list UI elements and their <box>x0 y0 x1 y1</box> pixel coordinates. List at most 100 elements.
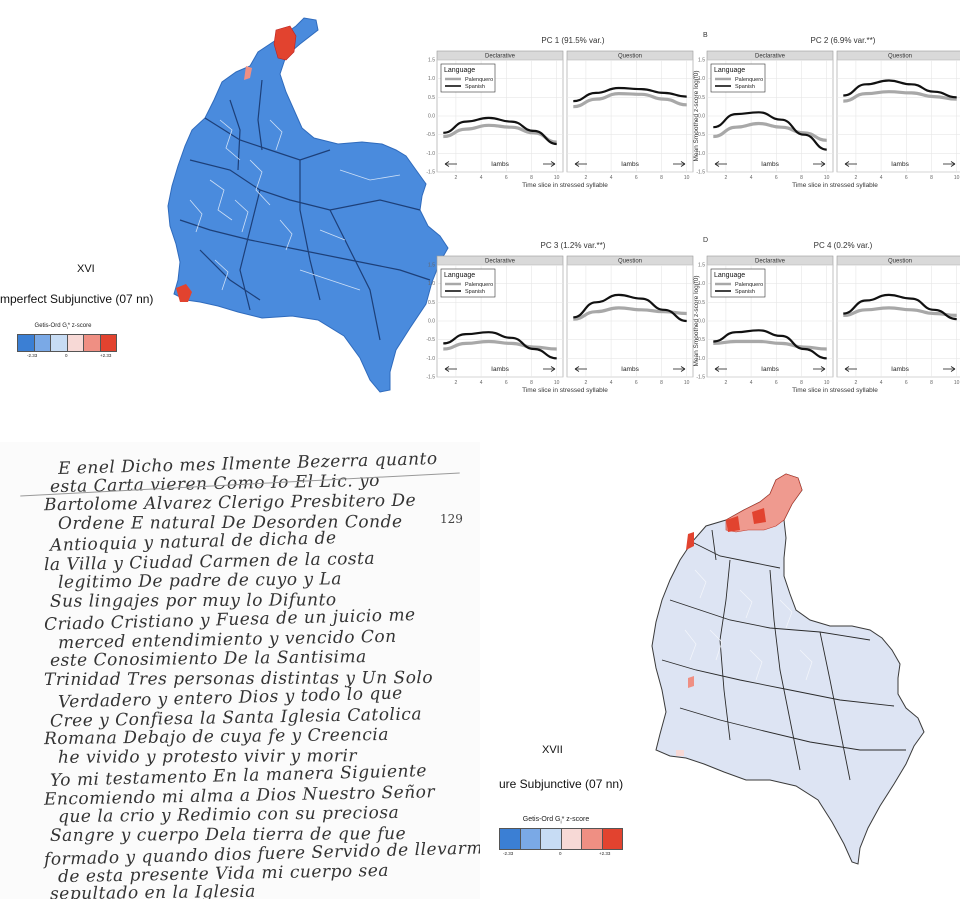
series-line-spanish <box>573 293 687 323</box>
legend-swatch <box>18 335 34 352</box>
iambs-annotation: Iambs <box>491 161 509 168</box>
x-axis-label: Time slice in stressed syllable <box>792 387 878 394</box>
x-tick-label: 6 <box>905 380 908 386</box>
arrow-right-head-icon <box>550 161 556 167</box>
pca-charts-svg: PC 1 (91.5% var.) Declarative -1.5 -1.0 -0.5… <box>426 32 960 394</box>
x-axis-label: Time slice in stressed syllable <box>522 182 608 189</box>
x-tick-label: 8 <box>930 175 933 181</box>
iambs-annotation: Iambs <box>491 366 509 373</box>
x-tick-label: 10 <box>954 380 960 386</box>
legend-item: Spanish <box>735 289 755 295</box>
series-line-spanish <box>843 293 957 321</box>
legend-swatch <box>66 335 83 352</box>
series-line-palenquero <box>573 91 687 109</box>
map-left-internal-borders <box>179 79 431 341</box>
legend-item: Palenquero <box>735 77 763 83</box>
y-tick-label: -1.5 <box>426 170 435 176</box>
legend-swatch <box>33 335 50 352</box>
arrow-left-head-icon <box>844 366 850 372</box>
x-tick-label: 8 <box>660 175 663 181</box>
y-tick-label: 0.0 <box>698 319 705 325</box>
arrow-right-head-icon <box>950 366 956 372</box>
y-axis-label: Mean Smoothed z-score log(f0) <box>693 275 700 366</box>
chart-pc3: PC 3 (1.2% var.**) Declarative -1.5 -1.0 -0.… <box>426 241 694 394</box>
y-tick-label: 0.5 <box>698 95 705 101</box>
legend-tick-high: +2.33 <box>100 353 112 359</box>
map-right-legend-ticks: -2.33 0 +2.33 <box>499 850 623 858</box>
x-tick-label: 6 <box>635 175 638 181</box>
arrow-right-head-icon <box>550 366 556 372</box>
y-tick-label: 1.0 <box>428 281 435 287</box>
map-right-hotspot-south <box>676 750 684 756</box>
y-tick-label: 1.5 <box>428 58 435 64</box>
x-tick-label: 2 <box>585 380 588 386</box>
x-tick-label: 4 <box>610 175 613 181</box>
manuscript-panel: E enel Dicho mes Ilmente Bezerra quanto e… <box>0 442 480 899</box>
chart-pc2: PC 2 (6.9% var.**) B Declarative -1.5 -1.0 -0… <box>693 32 960 189</box>
map-right-legend-swatches <box>499 828 623 851</box>
map-right-legend: Getis-Ord Gi* z-score -2.33 0 +2.33 <box>499 816 623 858</box>
legend-swatch <box>581 829 602 850</box>
arrow-left-head-icon <box>714 161 720 167</box>
y-tick-label: -1.0 <box>426 356 435 362</box>
chart-title: PC 2 (6.9% var.**) <box>811 36 876 45</box>
series-line-spanish <box>713 111 827 151</box>
legend-item: Spanish <box>465 289 485 295</box>
legend-item: Palenquero <box>465 282 493 288</box>
series-line-palenquero <box>713 121 827 142</box>
x-tick-label: 10 <box>554 175 560 181</box>
map-right-legend-title: Getis-Ord Gi* z-score <box>522 816 590 826</box>
map-left-hotspot-northwest <box>244 66 252 80</box>
map-right-hotspot-north <box>725 473 803 533</box>
map-left-panel: XVI mperfect Subjunctive (07 nn) Getis-O… <box>0 0 460 420</box>
legend-swatch <box>99 335 116 352</box>
y-axis-label: Mean Smoothed z-score log(f0) <box>693 70 700 161</box>
arrow-right-head-icon <box>950 161 956 167</box>
legend-title: Language <box>714 67 745 74</box>
legend-swatch <box>50 335 67 352</box>
x-tick-label: 4 <box>610 380 613 386</box>
chart-title: PC 1 (91.5% var.) <box>541 36 604 45</box>
x-tick-label: 10 <box>824 380 830 386</box>
series-line-spanish <box>843 79 957 99</box>
facet-label: Question <box>618 54 642 60</box>
y-tick-label: -0.5 <box>696 337 705 343</box>
legend-item: Palenquero <box>465 77 493 83</box>
legend-swatch <box>540 829 561 850</box>
y-tick-label: 1.0 <box>428 76 435 82</box>
arrow-right-head-icon <box>680 366 686 372</box>
facet-label: Question <box>888 259 912 265</box>
y-tick-label: 1.5 <box>698 58 705 64</box>
facet-label: Declarative <box>755 259 786 265</box>
series-line-palenquero <box>713 339 827 351</box>
iambs-annotation: Iambs <box>761 366 779 373</box>
legend-tick-low: -2.33 <box>503 851 514 857</box>
charts-panel: PC 1 (91.5% var.) Declarative -1.5 -1.0 -0.5… <box>425 30 960 440</box>
iambs-annotation: Iambs <box>621 366 639 373</box>
map-left-legend-swatches <box>17 334 117 353</box>
map-right-svg: XVII <box>542 473 925 865</box>
iambs-annotation: Iambs <box>891 366 909 373</box>
series-line-spanish <box>443 116 557 146</box>
iambs-annotation: Iambs <box>891 161 909 168</box>
x-tick-label: 2 <box>455 380 458 386</box>
x-tick-label: 6 <box>635 380 638 386</box>
y-tick-label: -1.0 <box>696 356 705 362</box>
legend-title: Language <box>444 272 475 279</box>
map-left-hotspot-south <box>176 284 192 302</box>
map-left-legend-ticks: -2.33 0 +2.33 <box>17 352 117 360</box>
chart-letter: B <box>703 32 708 39</box>
legend-title: Language <box>714 272 745 279</box>
legend-item: Spanish <box>465 84 485 90</box>
x-tick-label: 8 <box>530 380 533 386</box>
facet-label: Declarative <box>485 54 516 60</box>
y-tick-label: -0.5 <box>696 132 705 138</box>
x-tick-label: 4 <box>480 175 483 181</box>
x-tick-label: 8 <box>660 380 663 386</box>
series-line-palenquero <box>843 306 957 317</box>
x-tick-label: 6 <box>775 380 778 386</box>
colombia-map-left <box>167 17 449 393</box>
map-left-legend: Getis-Ord Gi* z-score -2.33 0 +2.33 <box>17 323 117 360</box>
chart-letter: D <box>703 237 708 244</box>
x-axis-label: Time slice in stressed syllable <box>522 387 608 394</box>
